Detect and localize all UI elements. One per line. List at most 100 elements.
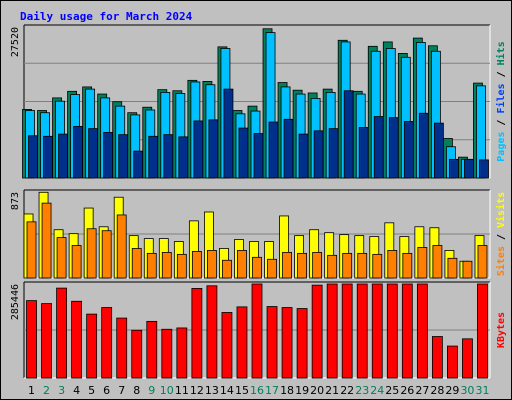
x-tick-label: 11 [175, 384, 189, 397]
day-7-bars [116, 317, 128, 379]
series-legend-label: Pages / Files / Hits [495, 41, 507, 161]
day-2-bars [37, 110, 53, 179]
day-20-bars [309, 229, 323, 279]
bar-sites-day-13 [207, 250, 217, 279]
x-tick-label: 6 [103, 384, 110, 397]
panel-kbytes: 285446 KBytes [10, 281, 507, 379]
bar-sites-day-7 [116, 214, 127, 279]
legend-part: Sites [495, 246, 507, 276]
day-24-bars [367, 45, 384, 179]
day-16-bars [251, 283, 263, 379]
day-7-bars [113, 196, 127, 279]
bar-kbytes-day-3 [56, 287, 67, 379]
day-13-bars [206, 285, 218, 379]
x-tick-label: 22 [340, 384, 354, 397]
bar-kbytes-day-26 [401, 283, 413, 379]
x-tick-label: 12 [190, 384, 204, 397]
bar-pages-day-15 [238, 127, 249, 179]
bar-kbytes-day-7 [116, 317, 128, 379]
day-11-bars [176, 327, 188, 379]
x-tick-label: 10 [160, 384, 174, 397]
day-15-bars [234, 239, 247, 279]
day-6-bars [101, 307, 113, 379]
bar-pages-day-8 [133, 150, 144, 179]
x-tick-label: 28 [430, 384, 444, 397]
bar-kbytes-day-15 [236, 306, 248, 379]
day-24-bars [371, 283, 383, 379]
day-27-bars [416, 283, 428, 379]
day-10-bars [157, 89, 174, 179]
day-31-bars [473, 82, 489, 179]
y-max-label: 285446 [10, 284, 21, 320]
bar-kbytes-day-6 [101, 307, 113, 379]
x-tick-label: 8 [133, 384, 140, 397]
bar-sites-day-23 [357, 252, 368, 279]
bar-sites-day-6 [101, 230, 112, 279]
bar-sites-day-27 [417, 247, 428, 279]
day-6-bars [98, 226, 112, 279]
x-axis-day-labels: 1 2 3 4 5 6 7 8 9 10 11 12 13 14 15 16 17 18 19 20 21 22 23 24 2… [28, 384, 489, 397]
bar-kbytes-day-1 [26, 300, 37, 379]
bar-pages-day-3 [58, 133, 68, 179]
bar-pages-day-23 [358, 127, 369, 179]
bar-sites-day-8 [131, 248, 142, 279]
chart-panels: 27520 Pages / Files / Hits 873 Sites / Visi… [10, 24, 507, 379]
bar-kbytes-day-20 [311, 284, 323, 379]
bar-pages-day-13 [208, 119, 219, 179]
day-30-bars [459, 260, 473, 279]
day-27-bars [414, 226, 428, 279]
day-23-bars [356, 283, 368, 379]
bar-sites-day-10 [161, 251, 172, 279]
day-12-bars [188, 220, 202, 279]
bar-sites-day-17 [267, 258, 277, 279]
day-19-bars [294, 235, 307, 279]
bar-pages-day-2 [43, 135, 53, 179]
legend-part: / [496, 65, 507, 83]
y-max-label: 873 [10, 192, 21, 210]
day-7-bars [112, 101, 129, 179]
bar-sites-day-3 [56, 237, 67, 279]
x-tick-label: 16 [250, 384, 264, 397]
bar-pages-day-7 [118, 134, 129, 179]
bar-kbytes-day-8 [131, 329, 143, 379]
bar-pages-day-9 [148, 135, 159, 179]
x-tick-label: 29 [445, 384, 459, 397]
day-14-bars [221, 312, 233, 379]
day-29-bars [447, 345, 458, 379]
x-tick-label: 30 [460, 384, 474, 397]
day-31-bars [477, 283, 488, 379]
bar-kbytes-day-24 [371, 283, 383, 379]
day-10-bars [161, 328, 173, 379]
bar-kbytes-day-10 [161, 328, 173, 379]
legend-part: Hits [495, 41, 507, 65]
bar-kbytes-day-17 [266, 306, 278, 379]
bar-pages-day-24 [373, 116, 384, 179]
bar-pages-day-25 [388, 117, 399, 179]
legend-part: Visits [495, 192, 507, 228]
bar-kbytes-day-12 [191, 288, 203, 379]
day-5-bars [86, 313, 98, 379]
day-20-bars [311, 284, 323, 379]
day-15-bars [232, 110, 249, 179]
bar-sites-day-22 [342, 252, 353, 279]
x-tick-label: 31 [475, 384, 489, 397]
bar-kbytes-day-28 [431, 336, 443, 379]
day-28-bars [427, 45, 444, 179]
bar-sites-day-12 [191, 251, 202, 279]
bar-pages-day-6 [103, 132, 114, 179]
bar-pages-day-26 [403, 121, 414, 179]
x-tick-label: 7 [118, 384, 125, 397]
bar-kbytes-day-23 [356, 283, 368, 379]
bar-sites-day-28 [432, 245, 443, 279]
day-31-bars [474, 235, 488, 279]
bar-pages-day-18 [283, 118, 294, 179]
day-24-bars [369, 236, 383, 279]
bar-sites-day-19 [297, 252, 307, 279]
x-tick-label: 18 [280, 384, 294, 397]
day-9-bars [142, 106, 159, 179]
bar-pages-day-12 [193, 120, 204, 179]
day-18-bars [277, 82, 294, 179]
day-12-bars [187, 79, 204, 179]
bar-kbytes-day-13 [206, 285, 218, 379]
bar-sites-day-15 [237, 250, 247, 279]
